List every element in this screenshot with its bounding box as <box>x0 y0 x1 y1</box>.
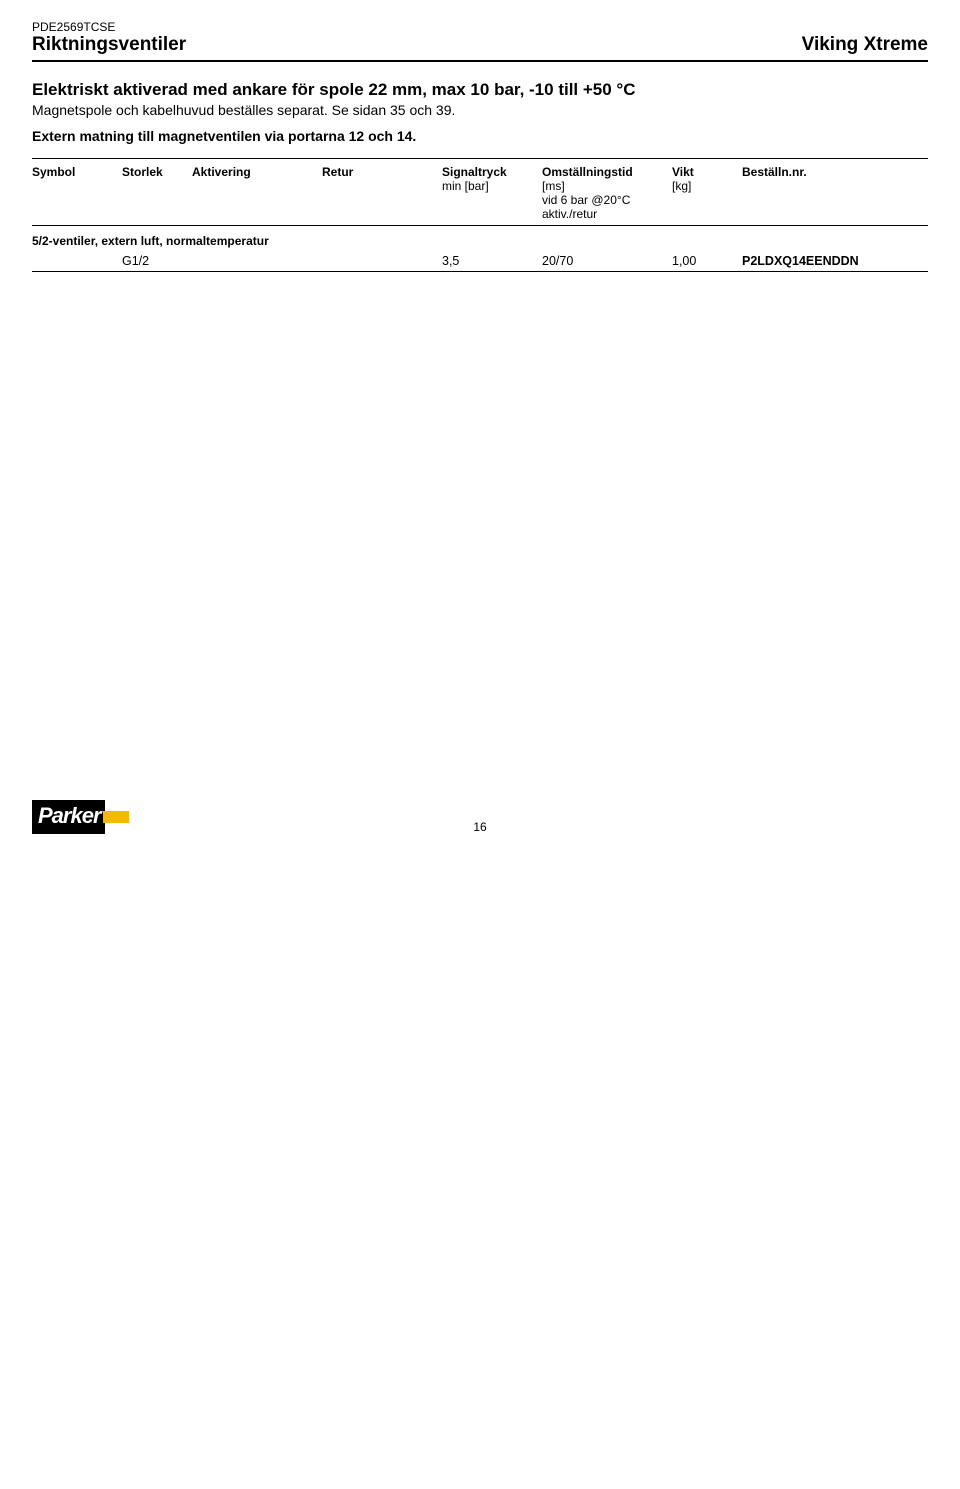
cell-vikt: 1,00 <box>672 252 742 271</box>
page-header: Riktningsventiler Viking Xtreme <box>32 34 928 62</box>
header-left: Riktningsventiler <box>32 34 186 56</box>
page-number: 16 <box>473 820 486 834</box>
cell-signal: 3,5 <box>442 252 542 271</box>
col-aktivering: Aktivering <box>192 165 322 221</box>
col-omst: Omställningstid [ms] vid 6 bar @20°C akt… <box>542 165 672 221</box>
cell-bestall: P2LDXQ14EENDDN <box>742 252 928 271</box>
table-body: G1/2 3,520/701,00P2LDXQ14EENDDN <box>32 252 928 272</box>
page-note: Extern matning till magnetventilen via p… <box>32 128 928 144</box>
column-headers: Symbol Storlek Aktivering Retur Signaltr… <box>32 159 928 225</box>
logo-text: Parker <box>32 800 105 834</box>
cell-aktivering <box>192 252 322 271</box>
col-retur: Retur <box>322 165 442 221</box>
col-storlek: Storlek <box>122 165 192 221</box>
doc-id: PDE2569TCSE <box>32 20 928 34</box>
symbol-cell-empty <box>32 252 122 271</box>
col-vikt: Vikt [kg] <box>672 165 742 221</box>
page-subtitle: Magnetspole och kabelhuvud beställes sep… <box>32 102 928 118</box>
header-right: Viking Xtreme <box>802 34 928 56</box>
section-1-label: 5/2-ventiler, extern luft, normaltempera… <box>32 226 928 252</box>
cell-omst: 20/70 <box>542 252 672 271</box>
table-row: G1/2 3,520/701,00P2LDXQ14EENDDN <box>32 252 928 271</box>
cell-storlek: G1/2 <box>122 252 192 271</box>
page-title: Elektriskt aktiverad med ankare för spol… <box>32 80 928 100</box>
cell-retur <box>322 252 442 271</box>
col-bestall: Beställn.nr. <box>742 165 928 221</box>
col-signal: Signaltryck min [bar] <box>442 165 542 221</box>
col-symbol: Symbol <box>32 165 122 221</box>
logo-dash-icon <box>103 811 129 823</box>
